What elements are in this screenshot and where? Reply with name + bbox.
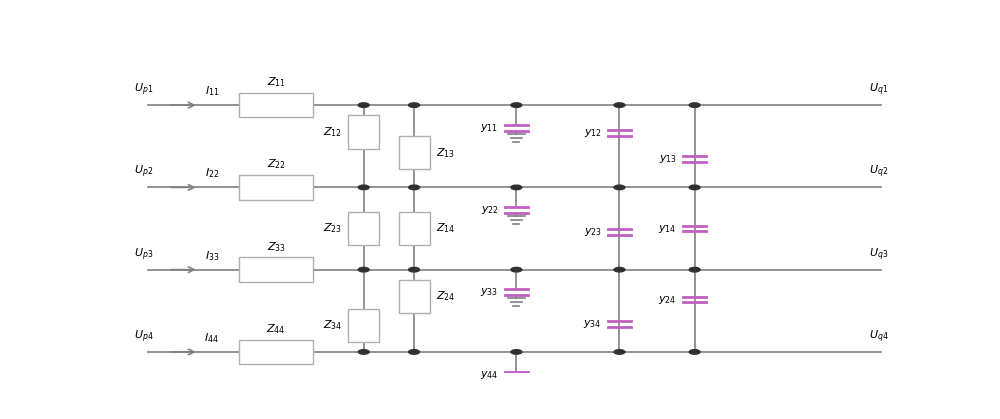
Text: $y_{12}$: $y_{12}$ [584, 127, 602, 140]
Circle shape [409, 185, 420, 190]
Text: $y_{14}$: $y_{14}$ [658, 222, 677, 235]
Text: $y_{24}$: $y_{24}$ [658, 294, 677, 305]
Bar [399, 136, 430, 170]
Circle shape [614, 350, 625, 354]
Text: $U_{p4}$: $U_{p4}$ [134, 328, 154, 345]
Circle shape [614, 267, 625, 272]
Text: $I_{11}$: $I_{11}$ [205, 84, 219, 98]
Text: $I_{22}$: $I_{22}$ [205, 166, 219, 180]
Circle shape [689, 103, 700, 107]
Bar [399, 279, 430, 313]
Circle shape [409, 267, 420, 272]
Text: $I_{44}$: $I_{44}$ [204, 331, 219, 345]
Text: $Z_{22}$: $Z_{22}$ [267, 158, 286, 171]
Circle shape [689, 350, 700, 354]
Text: $U_{q4}$: $U_{q4}$ [869, 328, 888, 345]
Circle shape [511, 267, 522, 272]
Circle shape [689, 185, 700, 190]
Text: $y_{23}$: $y_{23}$ [584, 226, 602, 238]
Text: $U_{p3}$: $U_{p3}$ [134, 246, 154, 263]
Text: $y_{44}$: $y_{44}$ [480, 369, 499, 380]
Text: $U_{p1}$: $U_{p1}$ [134, 82, 154, 98]
Circle shape [358, 103, 369, 107]
Circle shape [511, 350, 522, 354]
Text: $y_{13}$: $y_{13}$ [659, 153, 677, 165]
Bar [399, 212, 430, 245]
Circle shape [614, 103, 625, 107]
Circle shape [511, 103, 522, 107]
Circle shape [358, 185, 369, 190]
Bar [239, 93, 313, 117]
Text: $Z_{14}$: $Z_{14}$ [436, 222, 455, 235]
Text: $Z_{24}$: $Z_{24}$ [436, 290, 455, 303]
Circle shape [358, 267, 369, 272]
Circle shape [511, 185, 522, 190]
Text: $Z_{12}$: $Z_{12}$ [323, 125, 342, 139]
Text: $U_{p2}$: $U_{p2}$ [134, 164, 154, 180]
Bar [239, 340, 313, 364]
Bar [348, 308, 379, 342]
Text: $y_{22}$: $y_{22}$ [481, 204, 499, 216]
Text: $Z_{23}$: $Z_{23}$ [323, 222, 342, 235]
Bar [239, 175, 313, 200]
Text: $I_{33}$: $I_{33}$ [205, 249, 219, 263]
Circle shape [689, 267, 700, 272]
Bar [239, 257, 313, 282]
Text: $y_{11}$: $y_{11}$ [480, 122, 499, 134]
Text: $y_{33}$: $y_{33}$ [480, 286, 499, 298]
Text: $Z_{13}$: $Z_{13}$ [436, 146, 455, 160]
Bar [348, 115, 379, 148]
Text: $U_{q1}$: $U_{q1}$ [869, 82, 888, 98]
Text: $Z_{44}$: $Z_{44}$ [266, 322, 286, 336]
Circle shape [358, 350, 369, 354]
Text: $Z_{11}$: $Z_{11}$ [267, 75, 286, 89]
Circle shape [614, 185, 625, 190]
Circle shape [409, 103, 420, 107]
Text: $U_{q3}$: $U_{q3}$ [869, 246, 888, 263]
Bar [348, 212, 379, 245]
Circle shape [409, 350, 420, 354]
Text: $y_{34}$: $y_{34}$ [583, 318, 602, 330]
Text: $Z_{34}$: $Z_{34}$ [323, 318, 342, 332]
Text: $U_{q2}$: $U_{q2}$ [869, 164, 888, 180]
Text: $Z_{33}$: $Z_{33}$ [267, 240, 286, 253]
